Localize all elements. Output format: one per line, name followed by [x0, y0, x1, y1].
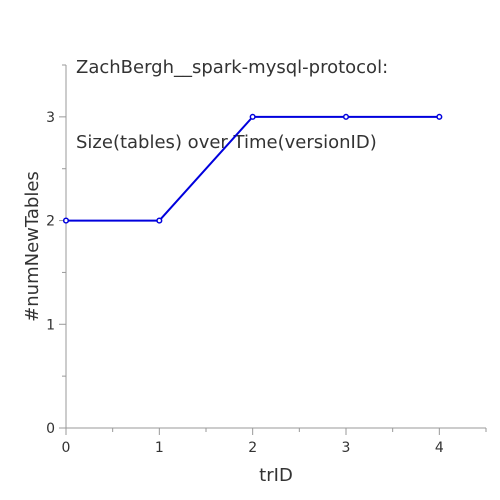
x-tick-label: 1 [155, 440, 164, 456]
data-point [437, 115, 442, 120]
series [64, 115, 442, 223]
y-tick-label: 0 [46, 421, 55, 437]
y-tick-label: 2 [46, 214, 55, 230]
axes [66, 65, 486, 428]
data-point [64, 218, 69, 223]
x-tick-label: 3 [342, 440, 351, 456]
ticks: 0 1 2 3 4 0 1 2 3 [46, 65, 486, 456]
y-tick-label: 1 [46, 317, 55, 333]
series-line [66, 117, 439, 221]
y-tick-label: 3 [46, 110, 55, 126]
data-point [344, 115, 349, 120]
data-point [250, 115, 255, 120]
x-tick-label: 0 [62, 440, 71, 456]
x-axis-label: trID [259, 465, 293, 486]
x-tick-label: 2 [248, 440, 257, 456]
data-point [157, 218, 162, 223]
x-tick-label: 4 [435, 440, 444, 456]
y-axis-label: #numNewTables [22, 171, 43, 322]
